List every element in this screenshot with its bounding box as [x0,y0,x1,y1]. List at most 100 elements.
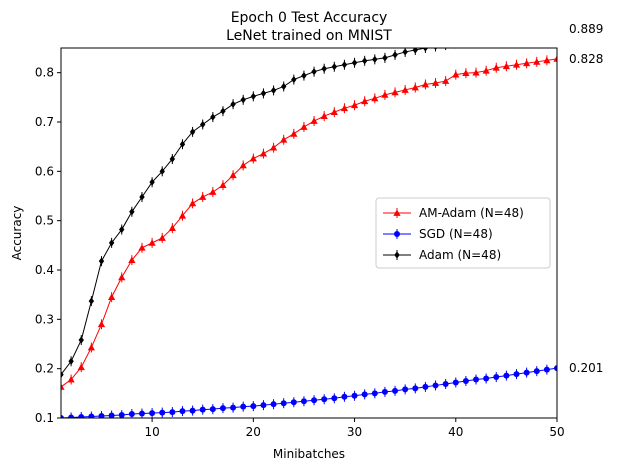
data-point [553,55,557,62]
data-point [229,171,237,179]
data-point [502,62,510,70]
data-point [411,83,419,91]
data-point [432,382,439,389]
data-point [341,393,348,400]
data-point [442,380,449,387]
data-point [61,370,64,379]
data-point [138,244,146,251]
data-point [493,374,500,381]
data-point [361,97,369,105]
legend-box [375,197,551,269]
data-point [87,343,95,351]
data-point [270,401,277,408]
data-point [148,239,156,246]
data-point [168,224,176,231]
data-point [199,406,206,413]
data-point [240,403,247,410]
data-point [351,59,358,67]
data-point [350,101,359,109]
series-line [61,367,557,418]
data-point [381,91,389,98]
legend-entry: Adam (N=48) [383,248,501,262]
data-point [472,69,480,76]
data-point [512,61,521,68]
data-point [139,193,145,201]
data-point [158,234,166,241]
series-layer [61,25,559,418]
data-point [128,411,135,418]
data-point [269,144,278,151]
x-tick-label: 30 [347,425,362,439]
data-point [149,410,156,417]
data-point [504,33,509,40]
data-point [68,414,75,418]
data-point [462,378,469,384]
data-point [433,48,438,51]
data-point [159,409,166,416]
data-point [482,67,490,74]
data-point [128,256,136,264]
data-point [372,55,378,63]
data-point [543,56,551,64]
data-point [179,408,186,415]
data-point [361,391,368,398]
data-point [340,104,349,112]
legend-label: AM-Adam (N=48) [419,206,524,220]
data-point [169,155,176,163]
series-0 [61,53,557,392]
y-tick-label: 0.2 [35,362,54,376]
data-point [381,388,388,395]
data-point [98,257,105,265]
data-point [321,396,328,403]
data-point [209,188,217,195]
data-point [310,117,318,124]
data-point [219,181,227,189]
data-point [442,77,450,84]
data-point [300,123,308,130]
y-tick-label: 0.8 [35,66,54,80]
value-annotation: 0.828 [569,52,603,66]
series-2 [61,25,559,380]
data-point [88,413,95,418]
data-point [503,372,510,379]
value-annotation: 0.889 [569,22,603,36]
data-point [544,27,549,34]
data-point [422,48,429,52]
data-point [178,212,187,219]
y-tick-label: 0.1 [35,411,54,425]
data-point [421,80,430,88]
data-point [473,376,480,383]
data-point [331,63,338,71]
data-point [108,412,115,418]
data-point [97,320,106,328]
data-point [108,293,116,301]
data-point [61,415,64,418]
data-point [67,375,75,383]
data-point [523,369,530,376]
data-point [492,64,500,71]
data-point [392,387,399,394]
data-point [280,82,287,91]
data-point [483,36,488,43]
data-point [300,398,307,405]
data-point [149,178,155,186]
data-point [280,400,287,407]
data-point [118,273,126,281]
data-point [534,28,539,35]
data-point [290,399,297,406]
data-point [77,363,85,371]
data-point [260,402,267,409]
value-annotations: 0.889 0.828 0.201 [569,22,603,375]
data-point [61,383,65,390]
data-point [260,89,267,97]
data-point [138,410,145,417]
legend-marker [393,209,401,216]
data-point [523,59,531,67]
y-axis: 0.1 0.2 0.3 0.4 0.5 0.6 0.7 0.8 [35,66,61,425]
plot-frame [60,47,558,419]
data-point [320,112,328,119]
data-point [118,412,125,418]
data-point [452,379,459,386]
data-point [554,25,559,32]
y-tick-label: 0.7 [35,115,54,129]
